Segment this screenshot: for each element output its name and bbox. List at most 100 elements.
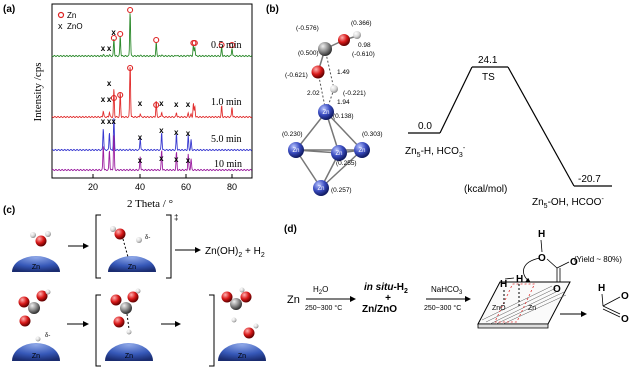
scheme-step1-condition: 250~300 °C: [305, 304, 342, 312]
svg-text:O: O: [570, 257, 578, 268]
zno-peak-marker: x: [159, 154, 164, 163]
bracket-left: [95, 294, 101, 367]
hydrogen-atom: [135, 288, 141, 294]
hydrogen-atom: [136, 237, 142, 243]
panel-b-label: (b): [266, 4, 279, 15]
panel-a-label: (a): [3, 4, 15, 15]
oxygen-atom: [240, 291, 252, 303]
product-zn-oh2-h2: Zn(OH)2 + H2: [205, 246, 265, 259]
oxygen-atom: [110, 294, 122, 306]
svg-text:H: H: [538, 229, 545, 240]
zn-peak-marker: [127, 64, 134, 72]
zinc-atom: [354, 142, 370, 158]
zn-zno-surface-plate: ZnO Zn: [477, 281, 571, 329]
svg-text:(-0.221): (-0.221): [343, 90, 366, 97]
zn-surface: [105, 343, 153, 361]
svg-text:(0.257): (0.257): [331, 187, 352, 194]
zn-peak-marker: [117, 30, 124, 38]
legend-zn-marker: [57, 11, 65, 19]
svg-text:O: O: [621, 291, 629, 302]
dashed-bond: [122, 238, 129, 258]
bracket-left: [95, 214, 101, 279]
hydrogen-atom: [45, 289, 51, 295]
panel-c: (c) Zn ‡ Zn δ- Zn(OH)2 + H2 Zn δ- Z: [3, 205, 266, 367]
panel-d: (d) Zn H2O 250~300 °C in situ-H2 + Zn/Zn…: [284, 224, 629, 329]
xrd-trace-line: [51, 135, 253, 172]
svg-text:1.49: 1.49: [337, 69, 350, 76]
svg-text:(0.500): (0.500): [298, 50, 319, 57]
formic-acid-structure: H O O: [598, 283, 629, 325]
energy-product-label: Zn5-OH, HCOO-: [532, 196, 604, 210]
svg-text:1.94: 1.94: [337, 99, 350, 106]
zn-surface-label: Zn: [238, 353, 246, 360]
zn-surface: [218, 343, 266, 361]
hydrogen-atom: [239, 287, 245, 293]
xrd-y-axis-label: Intensity /cps: [32, 63, 44, 122]
energy-product-value: -20.7: [578, 174, 601, 185]
legend-zno-label: ZnO: [67, 22, 83, 31]
xrd-traces: x xxx xxx x x xx x xxx x xx x x x: [51, 6, 253, 172]
zno-peak-marker: x: [186, 100, 191, 109]
oxygen-atom: [114, 228, 126, 240]
xrd-xtick-40: 40: [135, 182, 145, 192]
trace-label-10min: 10 min: [214, 159, 242, 170]
zinc-atom: [313, 180, 329, 196]
surface-h-atom: H: [516, 274, 523, 285]
zno-peak-marker: x: [159, 99, 164, 108]
xrd-xtick-60: 60: [181, 182, 191, 192]
svg-text:(0.230): (0.230): [282, 131, 303, 138]
oxygen-atom: [35, 235, 47, 247]
energy-reactant-value: 0.0: [418, 121, 432, 132]
svg-text:0.98: 0.98: [358, 42, 371, 49]
zn-surface: [12, 343, 60, 361]
svg-text:(0.303): (0.303): [362, 131, 383, 138]
hydrogen-atom: [253, 323, 259, 329]
zn-peak-marker: [117, 91, 124, 99]
zno-peak-marker: x: [174, 155, 179, 164]
zn-surface-label: Zn: [125, 353, 133, 360]
svg-text:(-0.610): (-0.610): [352, 51, 375, 58]
zno-peak-marker: x: [101, 44, 106, 53]
zno-peak-marker: x: [101, 117, 106, 126]
oxygen-atom: [221, 291, 233, 303]
zn-peak-marker: [153, 36, 160, 44]
energy-ts-label: TS: [482, 72, 495, 83]
yield-text: (Yield ~ 80%): [574, 255, 622, 264]
zinc-atom: [288, 142, 304, 158]
scheme-zn-zno: Zn/ZnO: [362, 304, 397, 315]
ts-dagger-mark: ‡: [174, 213, 178, 222]
carbon-atom: [318, 42, 332, 56]
scheme-intermediate: in situ-H2: [364, 282, 408, 295]
svg-text:O: O: [553, 284, 561, 295]
svg-text:Zn: Zn: [317, 186, 324, 192]
zno-peak-marker: x: [186, 156, 191, 165]
energy-ts-value: 24.1: [478, 55, 498, 66]
zno-peak-marker: x: [138, 133, 143, 142]
bicarbonate-structure: H O O O: [523, 229, 578, 295]
zno-peak-marker: x: [111, 28, 116, 37]
panel-b: (b): [266, 4, 612, 210]
zn-surface: [12, 256, 60, 272]
zno-peak-marker: x: [107, 117, 112, 126]
oxygen-atom: [18, 296, 30, 308]
transition-bonds: [317, 48, 335, 113]
oxygen-atom: [243, 327, 255, 339]
hydrogen-atom: [45, 231, 51, 237]
zn-surface-label: Zn: [128, 264, 136, 271]
zn-cluster-bonds: [295, 111, 363, 189]
hydrogen-atom: [126, 329, 132, 335]
svg-text:(-0.576): (-0.576): [296, 25, 319, 32]
xrd-xtick-20: 20: [88, 182, 98, 192]
hydrogen-atom: [231, 317, 237, 323]
hydrogen-atom: [110, 226, 116, 232]
trace-label-1-0min: 1.0 min: [211, 97, 242, 108]
svg-text:(0.255): (0.255): [336, 160, 357, 167]
zn-surface: [108, 256, 156, 272]
trace-label-5-0min: 5.0 min: [211, 134, 242, 145]
zn-peak-marker: [228, 41, 236, 49]
delta-minus: δ-: [45, 333, 50, 339]
xrd-trace-line: [51, 13, 253, 58]
zn-peak-marker: [127, 6, 134, 14]
zno-peak-marker: x: [101, 95, 106, 104]
xrd-plot-frame: [51, 3, 253, 179]
